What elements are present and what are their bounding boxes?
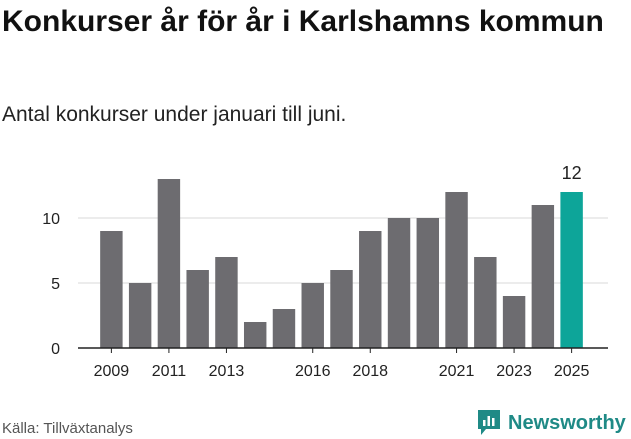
newsworthy-logo-icon xyxy=(478,410,500,435)
bar-2020 xyxy=(416,218,440,348)
brand-name: Newsworthy xyxy=(508,411,626,434)
bar-chart: 0 5 10 2009 2011 2013 2016 2018 2021 2023 2025 12 xyxy=(42,163,608,380)
chart-title: Konkurser år för år i Karlshamns kommun xyxy=(2,5,604,38)
x-tick-label: 2021 xyxy=(439,363,475,380)
bar-2012 xyxy=(186,270,209,348)
x-tick-label: 2025 xyxy=(554,363,590,380)
bar-2010 xyxy=(128,283,152,348)
data-label: 12 xyxy=(562,163,582,183)
y-tick-label: 0 xyxy=(51,341,60,358)
bar-2013 xyxy=(215,257,238,348)
bar-2017 xyxy=(330,270,353,348)
x-tick-label: 2018 xyxy=(352,363,388,380)
y-tick-label: 10 xyxy=(42,211,60,228)
source-note: Källa: Tillväxtanalys xyxy=(2,420,133,437)
x-tick-label: 2013 xyxy=(209,363,245,380)
bar-2014 xyxy=(243,322,267,348)
bar-2022 xyxy=(474,257,497,348)
chart-subtitle: Antal konkurser under januari till juni. xyxy=(2,103,347,126)
y-tick-label: 5 xyxy=(51,276,60,293)
bar-2019 xyxy=(387,218,411,348)
x-tick-label: 2023 xyxy=(496,363,532,380)
bar-2021 xyxy=(445,192,468,348)
bar-2025 xyxy=(560,192,583,348)
bar-2016 xyxy=(301,283,324,348)
x-tick-label: 2009 xyxy=(94,363,130,380)
brand-logo[interactable]: Newsworthy xyxy=(476,408,626,438)
bar-2018 xyxy=(359,231,382,348)
bar-2024 xyxy=(531,205,555,348)
bar-2011 xyxy=(157,179,181,348)
bar-2015 xyxy=(272,309,296,348)
x-tick-label: 2016 xyxy=(295,363,331,380)
bar-2009 xyxy=(100,231,123,348)
x-tick-label: 2011 xyxy=(152,363,187,380)
bar-2023 xyxy=(502,296,526,348)
